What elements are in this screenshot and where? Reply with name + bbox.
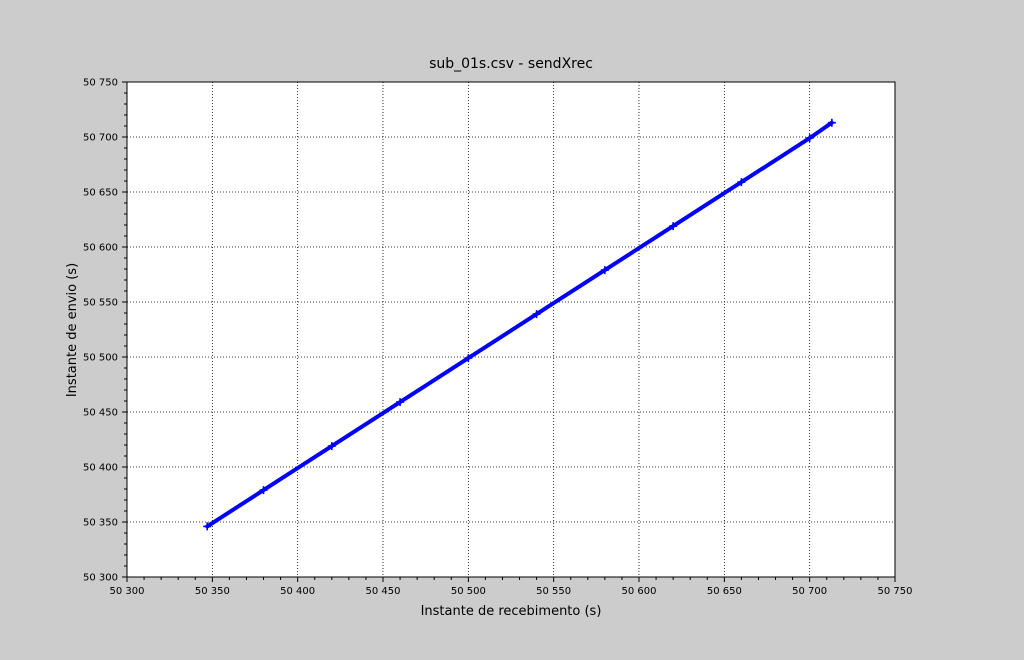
- x-tick-label: 50 700: [792, 586, 827, 597]
- y-tick-label: 50 750: [83, 78, 118, 89]
- x-tick-label: 50 550: [536, 586, 571, 597]
- x-tick-label: 50 650: [707, 586, 742, 597]
- data-point: [203, 522, 212, 531]
- y-tick-label: 50 500: [83, 353, 118, 364]
- data-point: [259, 486, 268, 495]
- grid: [127, 82, 895, 577]
- y-tick-label: 50 600: [83, 243, 118, 254]
- data-point: [805, 134, 814, 143]
- axis-ticks: 50 300 50 350 50 400 50 450 50 500 50 550 50 6…: [83, 78, 913, 598]
- x-tick-label: 50 400: [280, 586, 315, 597]
- y-tick-label: 50 400: [83, 463, 118, 474]
- x-tick-label: 50 750: [878, 586, 913, 597]
- data-point: [827, 118, 836, 127]
- y-tick-label: 50 700: [83, 133, 118, 144]
- x-tick-label: 50 500: [451, 586, 486, 597]
- y-tick-label: 50 450: [83, 408, 118, 419]
- data-point: [327, 442, 336, 451]
- y-tick-label: 50 550: [83, 298, 118, 309]
- y-tick-label: 50 350: [83, 518, 118, 529]
- y-tick-label: 50 650: [83, 188, 118, 199]
- data-series: [203, 118, 836, 531]
- data-point: [737, 178, 746, 187]
- x-tick-label: 50 300: [110, 586, 145, 597]
- y-tick-label: 50 300: [83, 573, 118, 584]
- x-tick-label: 50 450: [366, 586, 401, 597]
- data-point: [464, 354, 473, 363]
- data-point: [600, 266, 609, 275]
- y-axis-title: Instante de envio (s): [65, 263, 80, 397]
- x-tick-label: 50 350: [195, 586, 230, 597]
- data-point: [532, 310, 541, 319]
- x-tick-label: 50 600: [622, 586, 657, 597]
- data-point: [669, 222, 678, 231]
- x-axis-title: Instante de recebimento (s): [421, 604, 602, 619]
- data-point: [396, 398, 405, 407]
- chart-title: sub_01s.csv - sendXrec: [429, 56, 593, 72]
